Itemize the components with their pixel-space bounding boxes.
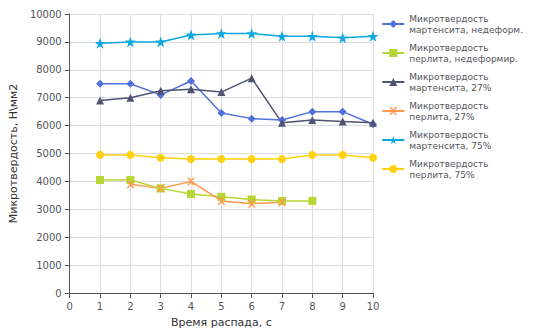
svg-text:мартенсита, 75%: мартенсита, 75% — [409, 141, 491, 151]
svg-text:0: 0 — [55, 288, 61, 299]
svg-text:4000: 4000 — [36, 176, 61, 187]
svg-text:1000: 1000 — [36, 260, 61, 271]
svg-text:2000: 2000 — [36, 232, 61, 243]
svg-text:мартенсита, 27%: мартенсита, 27% — [409, 83, 491, 93]
svg-text:8000: 8000 — [36, 64, 61, 75]
svg-text:перлита, недеформир.: перлита, недеформир. — [409, 54, 518, 64]
svg-text:Микротвердость: Микротвердость — [409, 101, 488, 111]
svg-text:6: 6 — [248, 301, 254, 312]
svg-text:9000: 9000 — [36, 36, 61, 47]
svg-text:Микротвердость: Микротвердость — [409, 159, 488, 169]
svg-text:Микротвердость: Микротвердость — [409, 130, 488, 140]
svg-text:перлита, 75%: перлита, 75% — [409, 170, 475, 180]
svg-text:4: 4 — [188, 301, 194, 312]
svg-text:3: 3 — [158, 301, 164, 312]
svg-text:Микротвердость: Микротвердость — [409, 14, 488, 24]
svg-text:0: 0 — [67, 301, 73, 312]
svg-text:Микротвердость: Микротвердость — [409, 43, 488, 53]
svg-text:3000: 3000 — [36, 204, 61, 215]
svg-text:5000: 5000 — [36, 148, 61, 159]
svg-text:мартенсита, недеформ.: мартенсита, недеформ. — [409, 25, 523, 35]
svg-text:6000: 6000 — [36, 120, 61, 131]
svg-text:перлита, 27%: перлита, 27% — [409, 112, 475, 122]
svg-text:Микротвердость, Н\мм2: Микротвердость, Н\мм2 — [7, 84, 20, 223]
svg-text:5: 5 — [218, 301, 224, 312]
svg-text:2: 2 — [127, 301, 133, 312]
svg-text:7000: 7000 — [36, 92, 61, 103]
svg-text:1: 1 — [97, 301, 103, 312]
svg-text:9: 9 — [339, 301, 345, 312]
svg-text:10000: 10000 — [30, 9, 62, 20]
svg-text:10: 10 — [367, 301, 380, 312]
svg-text:7: 7 — [279, 301, 285, 312]
svg-text:Время распада, с: Время распада, с — [171, 316, 272, 329]
svg-text:8: 8 — [309, 301, 315, 312]
svg-text:Микротвердость: Микротвердость — [409, 72, 488, 82]
